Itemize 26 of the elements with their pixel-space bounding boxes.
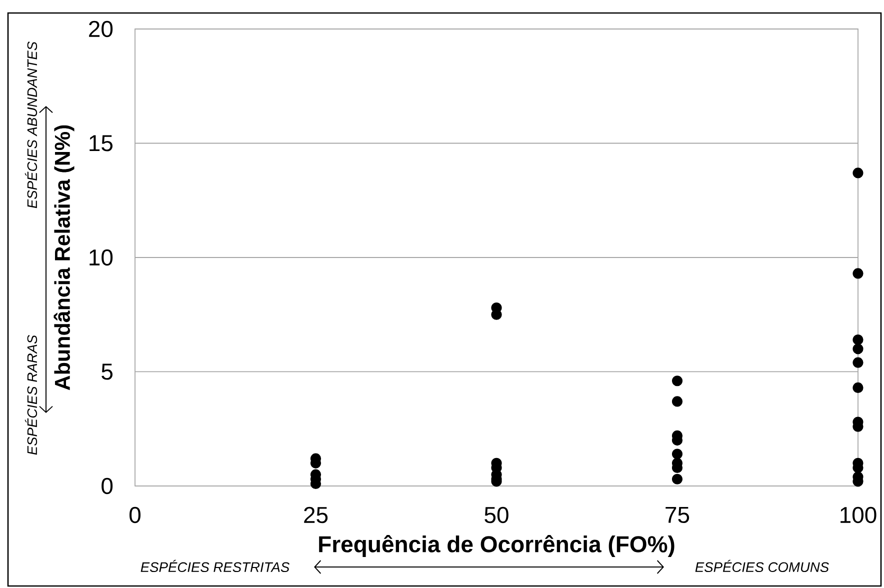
y-axis-title: Abundância Relativa (N%) [54,125,74,390]
point [852,334,864,346]
y-tick-label: 10 [90,249,113,266]
point [852,268,864,279]
y-tick-label: 20 [89,20,113,38]
point [672,448,683,460]
point [852,344,864,354]
point [672,396,683,407]
y-tick-label: 0 [102,478,113,494]
x-tick-label: 25 [304,506,328,524]
point [672,474,683,484]
text: ESPÉCIES RARAS [24,334,38,455]
point [852,357,864,368]
y-tick-label: 5 [102,364,113,380]
point [672,376,683,386]
text: ESPÉCIES ABUNDANTES [24,42,38,208]
x-axis-title: Frequência de Ocorrência (FO%) [319,535,674,557]
point [852,168,864,178]
x-tick-label: 0 [130,506,141,524]
x-tick-label: 50 [484,506,508,524]
text: ESPÉCIES RESTRITAS [140,560,290,572]
y-tick-label: 15 [90,135,112,152]
point [852,382,864,394]
x-tick-label: 100 [840,506,876,524]
text: ESPÉCIES COMUNS [695,560,829,572]
x-tick-label: 75 [666,506,690,524]
